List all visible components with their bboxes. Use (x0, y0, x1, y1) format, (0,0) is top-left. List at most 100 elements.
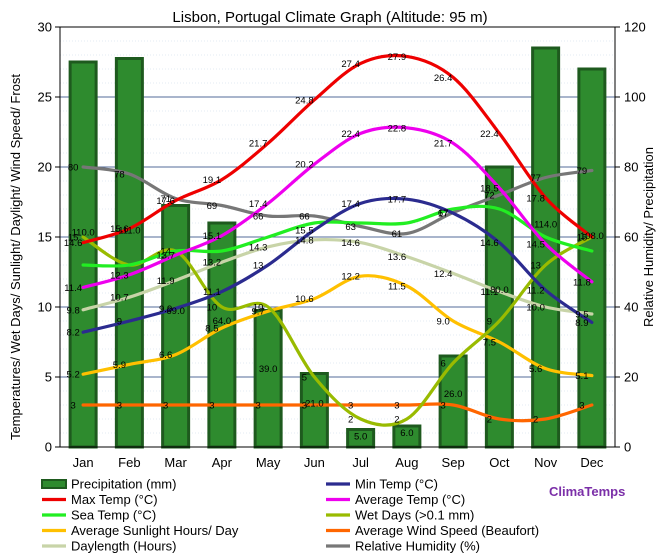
min-temp-c-value-label: 11.1 (203, 287, 221, 298)
x-tick-label: Dec (580, 455, 604, 470)
relative-humidity-value-label: 63 (345, 222, 356, 233)
max-temp-c-value-label: 21.7 (249, 139, 268, 150)
average-wind-speed-beaufort-line (81, 402, 594, 423)
average-wind-speed-beaufort-value-label: 3 (440, 401, 445, 412)
precipitation-value-label: 21.0 (305, 399, 324, 410)
max-temp-c-value-label: 17.6 (156, 196, 175, 207)
max-temp-c-value-label: 19.1 (203, 175, 222, 186)
max-temp-c-value-label: 27.4 (341, 59, 360, 70)
average-wind-speed-beaufort-value-label: 3 (348, 401, 353, 412)
y2-tick-label: 100 (624, 90, 646, 105)
min-temp-c-value-label: 14.6 (480, 238, 499, 249)
legend-entry-label: Min Temp (°C) (355, 477, 438, 492)
precipitation-bars (68, 46, 607, 449)
average-sunlight-hours-day-value-label: 8.5 (205, 324, 218, 335)
x-tick-label: Jun (304, 455, 325, 470)
wet-days-0-1-mm-value-label: 15 (68, 233, 79, 244)
min-temp-c-value-label: 17.4 (341, 199, 360, 210)
y-axis-label-right: Relative Humidity/ Precipitation (641, 147, 656, 327)
wet-days-0-1-mm-value-label: 13 (530, 261, 541, 272)
wet-days-0-1-mm-value-label: 2 (348, 415, 353, 426)
sea-temp-c-line (81, 204, 594, 268)
max-temp-c-line (81, 53, 594, 245)
x-tick-label: Jan (73, 455, 94, 470)
precipitation-bar (531, 46, 561, 449)
average-temp-c-value-label: 14.5 (526, 240, 545, 251)
relative-humidity-value-label: 67 (438, 208, 449, 219)
precipitation-bar (114, 57, 144, 449)
y2-tick-label: 0 (624, 440, 631, 455)
y-axis-label-left: Temperatures/ Wet Days/ Sunlight/ Daylig… (8, 74, 23, 440)
precipitation-bar (438, 354, 468, 449)
average-temp-c-line (81, 125, 594, 289)
precipitation-bar (207, 221, 237, 449)
x-tick-label: Nov (534, 455, 558, 470)
min-temp-c-line (81, 196, 594, 334)
chart-title: Lisbon, Portugal Climate Graph (Altitude… (172, 9, 487, 26)
legend-entry-label: Max Temp (°C) (71, 492, 158, 507)
y2-tick-label: 60 (624, 230, 638, 245)
relative-humidity-value-label: 71 (160, 194, 171, 205)
average-temp-c-value-label: 11.8 (573, 277, 591, 288)
precipitation-value-label: 39.0 (259, 364, 278, 375)
y-tick-label: 20 (38, 160, 52, 175)
max-temp-c-value-label: 24.8 (295, 95, 314, 106)
average-temp-c-value-label: 22.8 (388, 123, 407, 134)
precipitation-value-label: 69.0 (166, 306, 185, 317)
y-tick-label: 0 (45, 440, 52, 455)
x-tick-label: Sep (442, 455, 465, 470)
legend: Precipitation (mm) Min Temp (°C) Max Temp … (41, 477, 539, 554)
x-tick-label: Jul (352, 455, 369, 470)
relative-humidity-value-label: 77 (530, 173, 541, 184)
min-temp-c-value-label: 8.9 (575, 318, 588, 329)
max-temp-c-value-label: 17.8 (526, 193, 545, 204)
daylength-hours-value-label: 11.9 (157, 276, 175, 287)
max-temp-c-value-label: 26.4 (434, 73, 453, 84)
min-temp-c-value-label: 11.2 (527, 286, 545, 297)
average-sunlight-hours-day-value-label: 5.2 (67, 370, 80, 381)
daylength-hours-line (81, 237, 594, 316)
x-tick-label: May (256, 455, 281, 470)
average-sunlight-hours-day-value-label: 6.6 (159, 350, 172, 361)
daylength-hours-value-label: 10.0 (526, 303, 545, 314)
max-temp-c-value-label: 15 (577, 233, 588, 244)
average-sunlight-hours-day-value-label: 5.1 (575, 371, 588, 382)
average-wind-speed-beaufort-value-label: 3 (117, 401, 122, 412)
min-temp-c-value-label: 9.9 (159, 304, 172, 315)
wet-days-0-1-mm-value-label: 6 (440, 359, 445, 370)
precipitation-value-label: 64.0 (213, 316, 232, 327)
y-tick-label: 15 (38, 230, 52, 245)
legend-swatch-precipitation (41, 479, 67, 489)
min-temp-c-value-label: 15.5 (295, 226, 314, 237)
average-sunlight-hours-day-value-label: 10.6 (295, 294, 314, 305)
series-lines (81, 53, 594, 427)
precipitation-bar (577, 67, 607, 449)
x-tick-label: Feb (118, 455, 140, 470)
min-temp-c-value-label: 9 (117, 317, 122, 328)
average-temp-c-value-label: 20.2 (295, 160, 314, 171)
min-temp-c-value-label: 17 (438, 209, 449, 220)
y2-tick-label: 80 (624, 160, 638, 175)
average-temp-c-value-label: 21.7 (434, 139, 453, 150)
average-wind-speed-beaufort-value-label: 2 (533, 415, 538, 426)
average-wind-speed-beaufort-value-label: 3 (394, 401, 399, 412)
max-temp-c-value-label: 22.4 (480, 129, 499, 140)
legend-entry-label: Daylength (Hours) (71, 539, 177, 554)
precipitation-value-label: 26.0 (444, 389, 463, 400)
average-wind-speed-beaufort-value-label: 3 (70, 401, 75, 412)
average-wind-speed-beaufort-value-label: 2 (487, 415, 492, 426)
average-wind-speed-beaufort-value-label: 3 (163, 401, 168, 412)
precipitation-value-label: 111.0 (118, 225, 140, 236)
daylength-hours-value-label: 12.4 (434, 269, 453, 280)
precipitation-bar (161, 204, 191, 449)
average-temp-c-value-label: 22.4 (341, 129, 360, 140)
relative-humidity-value-label: 61 (392, 229, 403, 240)
x-tick-label: Apr (212, 455, 233, 470)
precipitation-value-label: 80.0 (490, 285, 509, 296)
precipitation-value-label: 6.0 (400, 428, 413, 439)
average-wind-speed-beaufort-value-label: 3 (579, 401, 584, 412)
daylength-hours-value-label: 9.8 (67, 305, 80, 316)
relative-humidity-value-label: 66 (299, 212, 310, 223)
y2-tick-label: 120 (624, 20, 646, 35)
max-temp-c-value-label: 15.6 (110, 224, 129, 235)
